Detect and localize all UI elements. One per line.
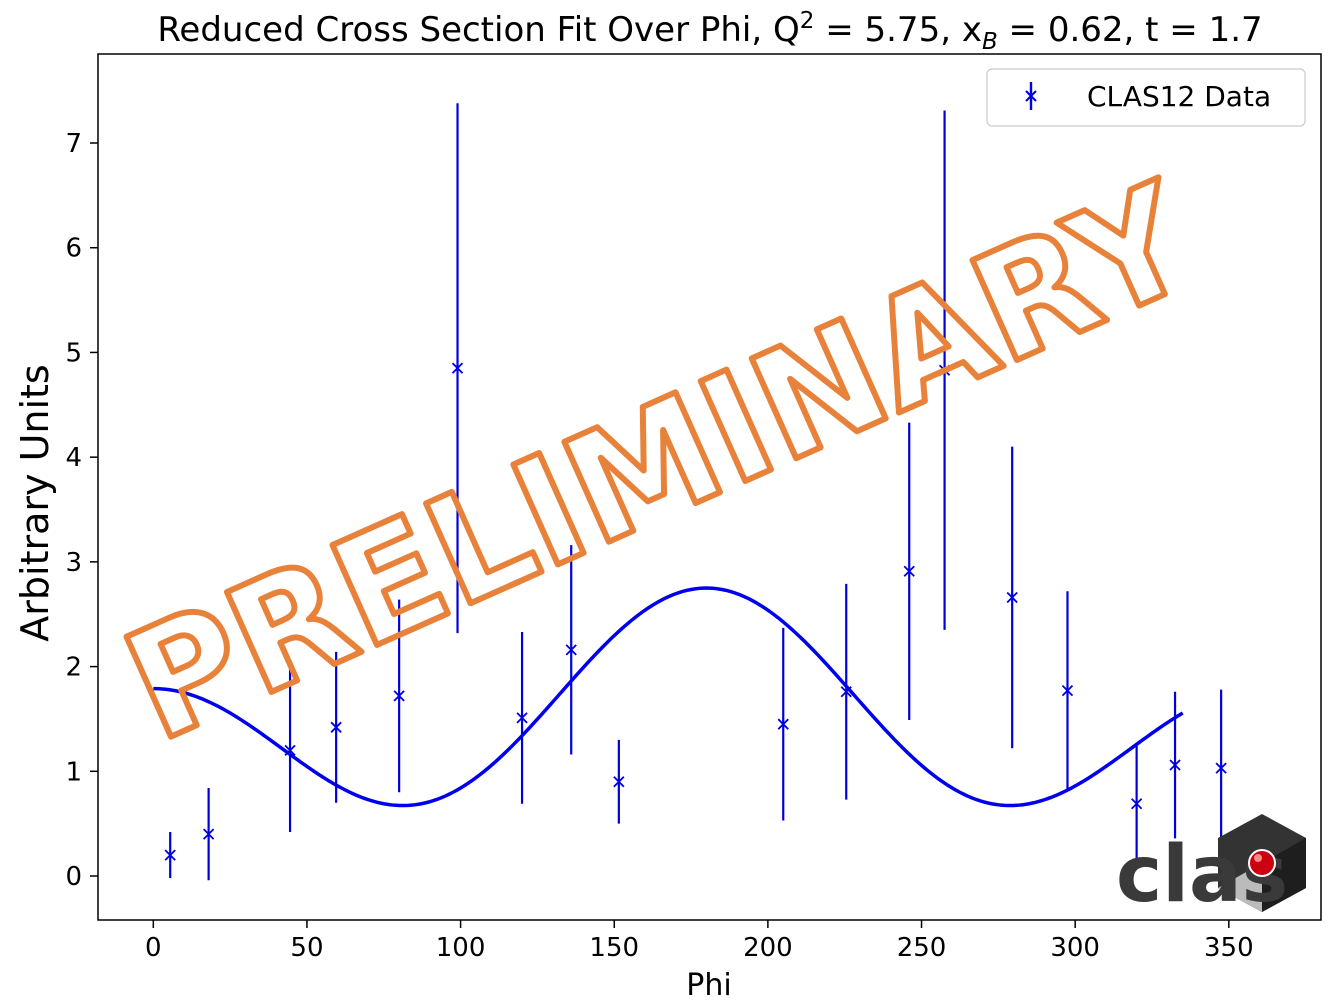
x-marker [1169,759,1181,771]
data-point [903,422,915,720]
x-tick-label: 350 [1204,933,1254,963]
x-marker [330,721,342,733]
data-layer [164,103,1227,881]
data-point [840,583,852,800]
data-point [1169,691,1181,839]
y-axis-label: Arbitrary Units [13,364,57,641]
x-tick-label: 0 [145,933,162,963]
legend-marker [1025,90,1037,102]
legend-box [986,68,1306,127]
x-marker [903,565,915,577]
x-tick-label: 50 [290,933,323,963]
data-point [1061,591,1074,791]
x-tick-label: 200 [743,933,793,963]
data-point [938,110,951,630]
y-tick-label: 4 [65,443,82,473]
x-axis-label: Phi [686,968,731,1003]
y-tick-label: 5 [65,338,82,368]
data-point [451,103,464,634]
x-tick-label: 150 [589,933,639,963]
x-marker [1061,685,1074,697]
data-point [284,668,296,833]
y-ticks: 0 1 2 3 4 5 6 7 [65,129,98,892]
x-marker [1130,798,1143,810]
legend-label: CLAS12 Data [1087,80,1271,113]
chart-title: Reduced Cross Section Fit Over Phi, Q2 =… [157,8,1262,55]
x-ticks: 0 50 100 150 200 250 300 350 [145,920,1254,963]
data-point [202,788,215,881]
x-marker [938,364,951,376]
x-marker [451,362,464,374]
data-point [516,632,528,804]
data-point [393,599,405,793]
fit-curve [153,586,1184,808]
x-marker [1006,591,1018,604]
x-marker [202,828,215,840]
x-tick-label: 300 [1050,933,1100,963]
logo-ball-icon [1248,849,1276,877]
x-marker [164,849,176,861]
data-point [1006,446,1018,749]
x-marker [777,718,789,730]
data-point [777,627,789,821]
data-point [565,545,577,755]
y-tick-label: 2 [65,653,82,683]
clas-logo: clas [1116,814,1306,920]
data-point [164,832,176,879]
x-marker [565,644,577,656]
data-point [613,739,625,824]
legend: CLAS12 Data [986,68,1306,127]
data-point [1130,743,1143,865]
x-tick-label: 100 [436,933,486,963]
y-tick-label: 1 [65,757,82,787]
data-point [1215,689,1227,847]
y-tick-label: 3 [65,548,82,578]
y-tick-label: 0 [65,862,82,892]
plot-frame [97,53,1322,921]
data-point [330,651,342,803]
x-marker [1215,762,1227,774]
x-marker [516,712,528,724]
x-tick-label: 250 [897,933,947,963]
y-tick-label: 7 [65,129,82,159]
y-tick-label: 6 [65,234,82,264]
fit-layer [153,586,1184,808]
preliminary-watermark: PRELIMINARY [102,151,1218,775]
x-marker [840,686,852,698]
x-marker [613,776,625,788]
x-marker [393,690,405,702]
x-marker [284,744,296,756]
